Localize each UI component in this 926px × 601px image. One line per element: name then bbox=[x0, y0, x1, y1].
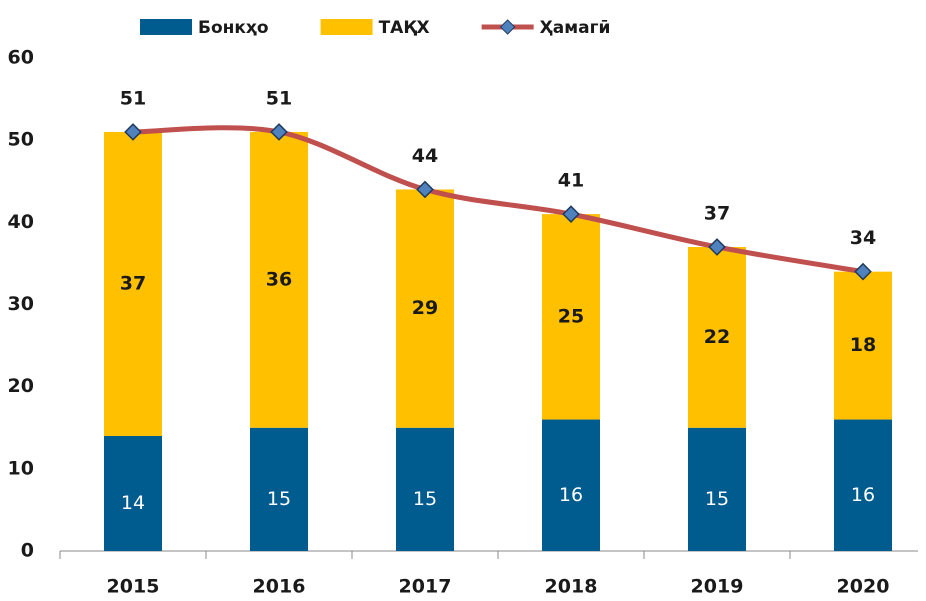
y-tick-label: 0 bbox=[21, 540, 34, 562]
bar bbox=[104, 131, 162, 436]
bar bbox=[542, 214, 600, 420]
y-tick-label: 20 bbox=[8, 375, 34, 397]
total-line bbox=[132, 125, 864, 275]
line-marker bbox=[854, 262, 872, 281]
bar bbox=[396, 189, 454, 428]
y-tick-label: 50 bbox=[8, 129, 34, 151]
total-label: 44 bbox=[412, 145, 438, 167]
bar bbox=[250, 131, 308, 428]
line-marker bbox=[124, 123, 142, 141]
line-marker bbox=[562, 205, 580, 223]
legend-label: Ҳамагӣ bbox=[540, 18, 611, 38]
data-label: 36 bbox=[266, 268, 292, 290]
bar bbox=[104, 435, 162, 551]
bar bbox=[688, 246, 746, 428]
data-label: 15 bbox=[267, 488, 291, 510]
x-tick-label: 2017 bbox=[399, 576, 452, 598]
data-label: 14 bbox=[121, 492, 145, 514]
data-label: 15 bbox=[705, 488, 729, 510]
data-label: 25 bbox=[558, 305, 584, 327]
x-tick-label: 2020 bbox=[837, 576, 890, 598]
x-tick-label: 2015 bbox=[107, 576, 160, 598]
bar bbox=[542, 419, 600, 551]
data-label: 22 bbox=[704, 326, 730, 348]
total-label: 37 bbox=[704, 202, 730, 224]
bar bbox=[250, 427, 308, 551]
data-label: 37 bbox=[120, 272, 146, 294]
data-label: 16 bbox=[851, 484, 875, 506]
line-marker bbox=[708, 238, 726, 256]
y-tick-label: 10 bbox=[8, 457, 34, 479]
data-label: 15 bbox=[413, 488, 437, 510]
total-label: 51 bbox=[120, 87, 146, 109]
legend-label: Бонкҳо bbox=[198, 18, 269, 38]
bar bbox=[688, 427, 746, 551]
y-tick-label: 30 bbox=[8, 293, 34, 315]
bar bbox=[396, 427, 454, 551]
legend-swatch bbox=[320, 19, 373, 35]
total-label: 51 bbox=[266, 87, 292, 109]
data-label: 16 bbox=[559, 484, 583, 506]
y-tick-label: 60 bbox=[8, 47, 34, 69]
y-tick-label: 40 bbox=[8, 211, 34, 233]
legend-swatch bbox=[140, 19, 192, 35]
bar bbox=[834, 419, 892, 551]
total-label: 34 bbox=[850, 227, 876, 249]
x-tick-label: 2016 bbox=[253, 576, 306, 598]
bar bbox=[834, 271, 892, 420]
total-label: 41 bbox=[558, 170, 584, 192]
data-label: 29 bbox=[412, 297, 438, 319]
x-tick-label: 2019 bbox=[691, 576, 744, 598]
x-tick-label: 2018 bbox=[545, 576, 598, 598]
legend-label: ТАҚХ bbox=[379, 18, 430, 38]
legend-swatch bbox=[499, 19, 516, 35]
data-label: 18 bbox=[850, 334, 876, 356]
legend: Бонкҳо ТАҚХ Ҳамагӣ bbox=[140, 18, 610, 38]
line-marker bbox=[270, 123, 288, 141]
line-marker bbox=[416, 180, 434, 199]
